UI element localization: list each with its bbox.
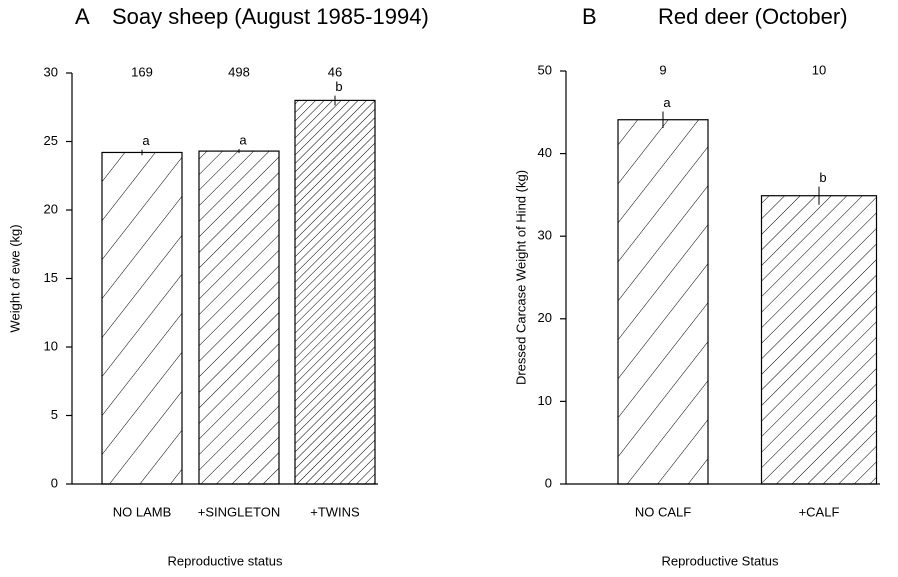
sample-size: 498 (228, 64, 250, 79)
y-tick-label: 15 (44, 270, 58, 285)
significance-letter: a (239, 132, 247, 147)
sample-size: 46 (328, 64, 342, 79)
significance-letter: a (142, 133, 150, 148)
y-tick-label: 0 (51, 475, 58, 490)
y-tick-label: 30 (538, 228, 552, 243)
y-tick-label: 20 (538, 310, 552, 325)
y-tick-label: 0 (545, 475, 552, 490)
x-tick-label: +CALF (799, 504, 840, 519)
panel-label: A (75, 4, 90, 29)
x-tick-label: +SINGLETON (198, 504, 280, 519)
x-axis-label: Reproductive status (168, 553, 283, 568)
bar (101, 151, 183, 485)
sample-size: 169 (131, 64, 153, 79)
y-tick-label: 25 (44, 133, 58, 148)
x-tick-label: +TWINS (310, 504, 360, 519)
chart-title: Red deer (October) (658, 4, 848, 29)
y-tick-label: 10 (538, 393, 552, 408)
panel-label: B (582, 4, 597, 29)
x-tick-label: NO CALF (635, 504, 691, 519)
y-axis-label: Weight of ewe (kg) (7, 224, 22, 332)
significance-letter: a (663, 95, 671, 110)
bar (294, 99, 376, 485)
significance-letter: b (335, 79, 342, 94)
y-tick-label: 5 (51, 407, 58, 422)
chart-title: Soay sheep (August 1985-1994) (112, 4, 429, 29)
y-tick-label: 10 (44, 338, 58, 353)
bar (198, 150, 280, 485)
bar (760, 195, 878, 485)
y-tick-label: 20 (44, 201, 58, 216)
y-tick-label: 40 (538, 145, 552, 160)
significance-letter: b (819, 170, 826, 185)
y-tick-label: 30 (44, 64, 58, 79)
x-axis-label: Reproductive Status (661, 553, 779, 568)
sample-size: 9 (659, 62, 666, 77)
bar (617, 119, 709, 485)
sample-size: 10 (812, 62, 826, 77)
y-tick-label: 50 (538, 62, 552, 77)
y-axis-label: Dressed Carcase Weight of Hind (kg) (513, 170, 528, 385)
x-tick-label: NO LAMB (113, 504, 172, 519)
